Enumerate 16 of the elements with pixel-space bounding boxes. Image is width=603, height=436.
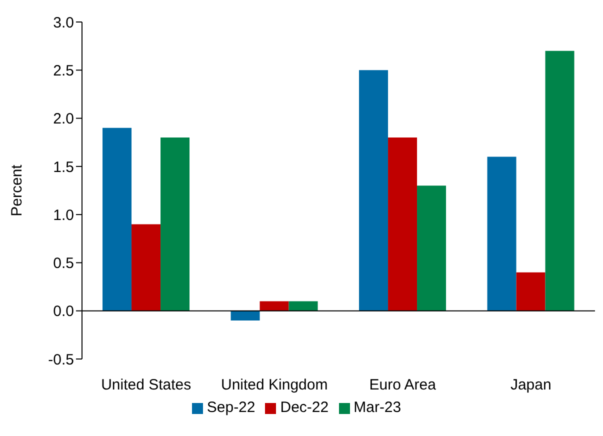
- y-tick-label: 2.0: [53, 110, 74, 128]
- y-axis-title: Percent: [8, 164, 26, 216]
- legend-label: Dec-22: [280, 399, 329, 416]
- y-tick-label: 0.5: [53, 255, 74, 272]
- x-tick-label: United Kingdom: [221, 376, 328, 394]
- y-tick-label: 2.5: [53, 62, 74, 80]
- legend-label: Sep-22: [206, 399, 256, 416]
- y-tick-label: 1.5: [53, 158, 74, 176]
- legend-label: Mar-23: [354, 399, 402, 416]
- x-tick-label: Euro Area: [369, 376, 437, 394]
- y-tick-label: 3.0: [53, 14, 74, 32]
- y-tick-label: 1.0: [53, 206, 74, 224]
- x-tick-label: Japan: [510, 376, 552, 394]
- x-tick-label: United States: [101, 376, 192, 394]
- y-tick-label: 0.0: [53, 303, 74, 320]
- y-tick-label: -0.5: [48, 351, 74, 368]
